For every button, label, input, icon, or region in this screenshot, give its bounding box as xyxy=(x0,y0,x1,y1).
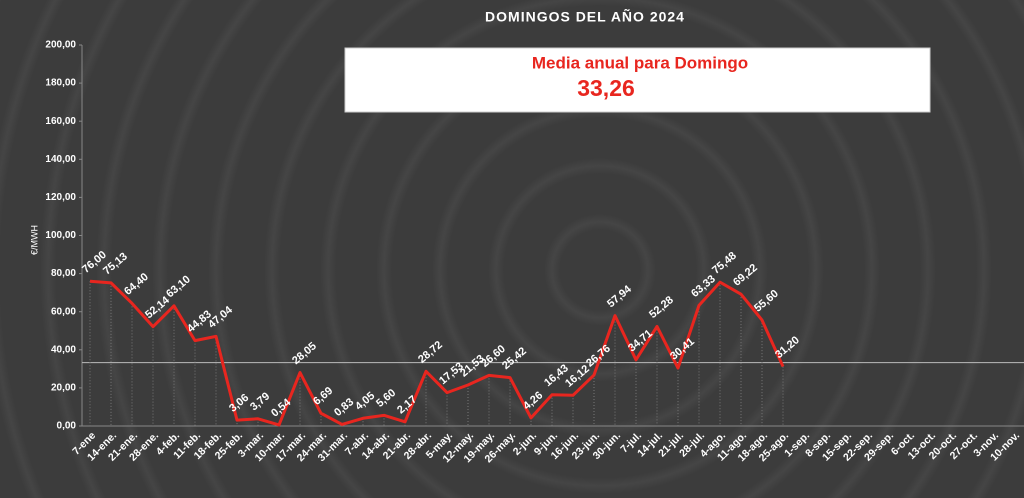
y-axis-label: €/MWH xyxy=(29,225,39,255)
y-tick-label: 160,00 xyxy=(45,116,76,127)
average-box xyxy=(344,47,931,113)
data-label: 4,26 xyxy=(521,389,545,412)
y-tick-label: 120,00 xyxy=(45,192,76,203)
average-label: Media anual para Domingo xyxy=(532,53,748,72)
data-label: 52,14 xyxy=(143,294,172,321)
data-label: 69,22 xyxy=(731,262,760,289)
data-label: 57,94 xyxy=(605,283,634,310)
average-value: 33,26 xyxy=(577,75,635,101)
data-label: 55,60 xyxy=(752,288,781,315)
data-label: 16,12 xyxy=(563,363,592,390)
data-label: 64,40 xyxy=(122,271,151,298)
data-label: 52,28 xyxy=(647,294,676,321)
data-label: 63,33 xyxy=(689,273,718,300)
data-label: 0,83 xyxy=(332,396,356,419)
y-tick-label: 100,00 xyxy=(45,230,76,241)
y-tick-label: 180,00 xyxy=(45,78,76,89)
data-label: 28,72 xyxy=(416,339,445,366)
y-tick-label: 20,00 xyxy=(51,383,76,394)
data-label: 31,20 xyxy=(773,334,802,361)
data-label: 75,48 xyxy=(710,250,739,277)
data-label: 47,04 xyxy=(206,303,235,330)
y-tick-label: 0,00 xyxy=(57,421,77,432)
data-label: 6,69 xyxy=(311,385,335,408)
y-tick-label: 60,00 xyxy=(51,306,76,317)
y-tick-label: 200,00 xyxy=(45,40,76,51)
series-line xyxy=(89,279,785,427)
y-tick-label: 80,00 xyxy=(51,268,76,279)
data-label: 63,10 xyxy=(164,273,193,300)
y-tick-label: 140,00 xyxy=(45,154,76,165)
y-tick-label: 40,00 xyxy=(51,344,76,355)
chart-title: DOMINGOS DEL AÑO 2024 xyxy=(485,8,685,25)
